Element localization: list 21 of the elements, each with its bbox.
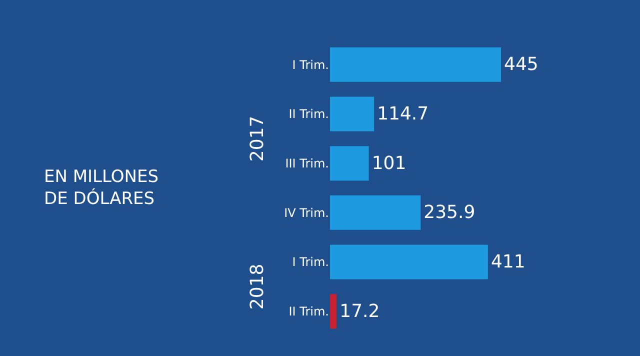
text: EN MILLONES DE DÓLARES [44, 167, 159, 210]
y-tick-label: I Trim. [292, 58, 329, 72]
data-label: 101 [372, 152, 406, 174]
bar [330, 96, 374, 132]
bar [330, 47, 501, 82]
y-tick-label: II Trim. [288, 304, 329, 319]
bar [330, 294, 337, 329]
bar [330, 195, 421, 230]
y-tick-label: II Trim. [288, 107, 329, 122]
text: 2018 [247, 264, 268, 310]
data-label: 17.2 [340, 300, 380, 322]
y-tick-label: III Trim. [285, 156, 329, 171]
bar [330, 146, 369, 181]
data-label: 235.9 [424, 202, 476, 224]
data-label: 411 [490, 252, 526, 272]
bar [330, 244, 488, 280]
y-tick-label: I Trim. [292, 255, 329, 270]
data-label: 114.7 [377, 104, 429, 124]
text: 2017 [247, 116, 268, 162]
data-label: 445 [504, 54, 538, 76]
y-tick-label: IV Trim. [284, 206, 329, 220]
